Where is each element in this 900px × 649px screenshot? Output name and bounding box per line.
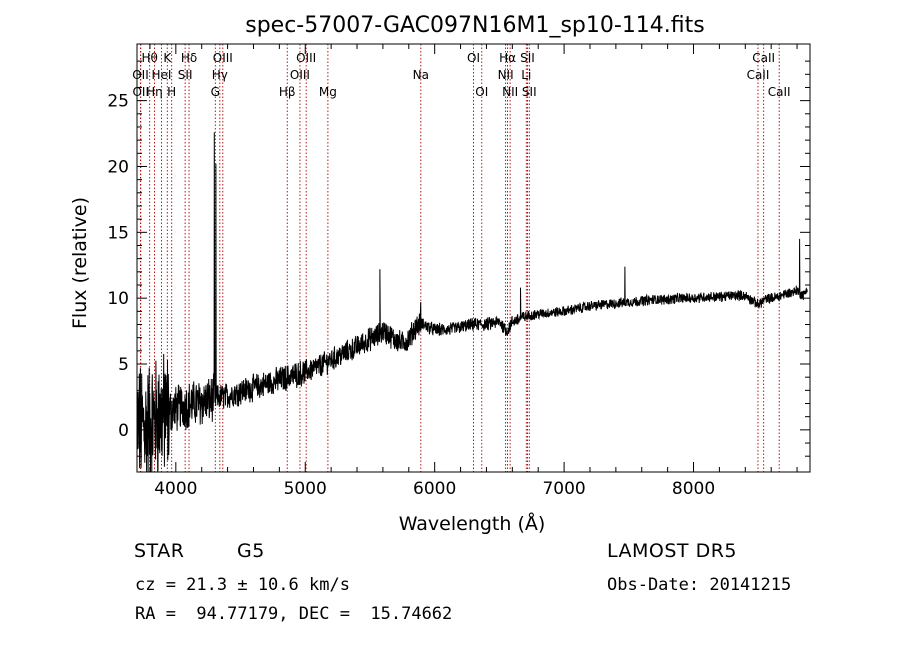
observation-date: Obs-Date: 20141215 [607, 575, 792, 595]
spectral-line-label: OI [475, 85, 488, 99]
coordinates-readout: RA = 94.77179, DEC = 15.74662 [135, 604, 453, 624]
object-subclass: G5 [237, 540, 265, 562]
x-tick-label: 4000 [154, 479, 197, 499]
spectral-line-label: Hβ [279, 85, 296, 99]
spectral-line-label: OII [132, 68, 149, 82]
spectral-line-label: HeI [151, 68, 171, 82]
spectral-line-label: G [211, 85, 220, 99]
spectrum-layer [136, 132, 808, 473]
y-tick-label: 5 [118, 355, 129, 375]
x-tick-label: 8000 [672, 479, 715, 499]
spectral-line-label: H [167, 85, 176, 99]
spectral-line-label: CaII [752, 51, 775, 65]
spectral-line-label: SII [520, 51, 535, 65]
spectrum-line [136, 132, 808, 473]
y-axis-label: Flux (relative) [69, 197, 91, 329]
x-tick-label: 5000 [284, 479, 327, 499]
spectral-line-label: OI [467, 51, 480, 65]
x-tick-label: 6000 [413, 479, 456, 499]
spectral-line-label: OIII [213, 51, 233, 65]
spectral-line-label: Li [521, 68, 531, 82]
spectral-line-label: Hθ [141, 51, 157, 65]
y-tick-label: 20 [107, 157, 129, 177]
spectral-line-label: OIII [290, 68, 310, 82]
spectral-line-markers [140, 44, 780, 472]
spectral-line-label: Mg [319, 85, 337, 99]
spectral-line-label: CaII [768, 85, 791, 99]
spectral-line-label: Hγ [212, 68, 228, 82]
spectral-line-label: Na [413, 68, 429, 82]
x-axis: 4000 5000 6000 7000 8000 [149, 44, 798, 499]
survey-name: LAMOST DR5 [607, 540, 737, 562]
x-axis-label: Wavelength (Å) [399, 512, 546, 535]
spectral-line-label: SII [178, 68, 193, 82]
spectral-line-label: OIII [296, 51, 316, 65]
spectral-line-label: NII [498, 68, 514, 82]
x-tick-label: 7000 [542, 479, 585, 499]
object-class: STAR [134, 540, 185, 562]
plot-frame [136, 43, 811, 473]
y-tick-label: 15 [107, 223, 129, 243]
spectral-line-label: Hδ [181, 51, 197, 65]
velocity-readout: cz = 21.3 ± 10.6 km/s [135, 575, 350, 595]
y-axis: 0 5 10 15 20 25 [107, 60, 810, 457]
spectral-line-label: Hα [499, 51, 516, 65]
spectral-line-label: Hη [146, 85, 163, 99]
y-tick-label: 25 [107, 92, 129, 112]
spectral-line-label: NII [502, 85, 518, 99]
y-tick-label: 0 [118, 421, 129, 441]
spectral-line-label: CaII [747, 68, 770, 82]
spectral-line-label: OII [132, 85, 149, 99]
y-tick-label: 10 [107, 289, 129, 309]
chart-title: spec-57007-GAC097N16M1_sp10-114.fits [245, 13, 705, 38]
spectral-line-label: SII [522, 85, 537, 99]
spectral-line-label: K [163, 51, 172, 65]
